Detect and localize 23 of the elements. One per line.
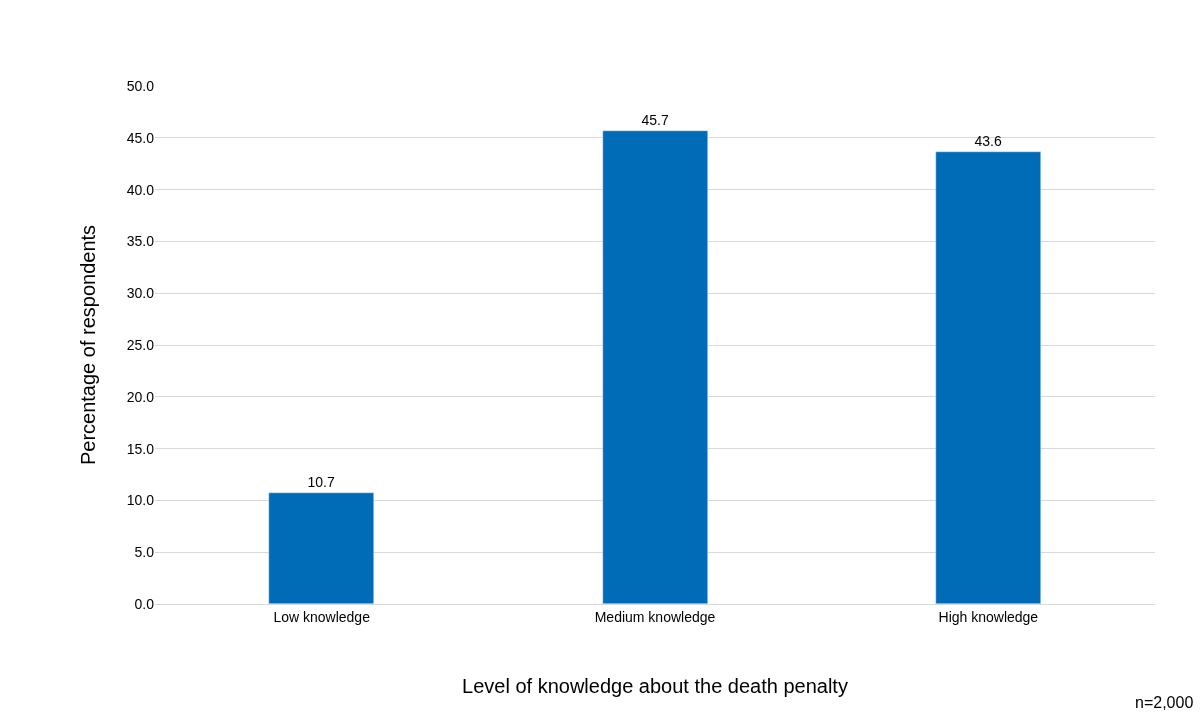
y-tick-label: 0.0 (134, 595, 155, 612)
y-tick-label: 40.0 (126, 181, 155, 198)
x-axis-title: Level of knowledge about the death penalty (462, 675, 848, 698)
data-label: 45.7 (641, 111, 669, 128)
x-tick-label: Medium knowledge (594, 608, 716, 625)
y-tick-label: 15.0 (126, 440, 155, 457)
y-tick-label: 50.0 (126, 77, 155, 94)
y-axis-title: Percentage of respondents (77, 224, 100, 466)
text: n=2,000 (1135, 694, 1194, 711)
y-tick-label: 30.0 (126, 285, 155, 302)
y-tick-label: 20.0 (126, 388, 155, 405)
y-tick-label: 10.0 (126, 492, 155, 509)
x-tick-label: Low knowledge (273, 608, 371, 625)
x-tick-label: High knowledge (938, 608, 1039, 625)
y-tick-label: 35.0 (126, 233, 155, 250)
bar (602, 130, 708, 604)
y-tick-label: 25.0 (126, 336, 155, 353)
data-label: 10.7 (307, 473, 335, 490)
bar (935, 151, 1041, 604)
bar (268, 492, 374, 604)
y-tick-label: 5.0 (134, 544, 155, 561)
data-label: 43.6 (974, 132, 1002, 149)
y-tick-label: 45.0 (126, 129, 155, 146)
